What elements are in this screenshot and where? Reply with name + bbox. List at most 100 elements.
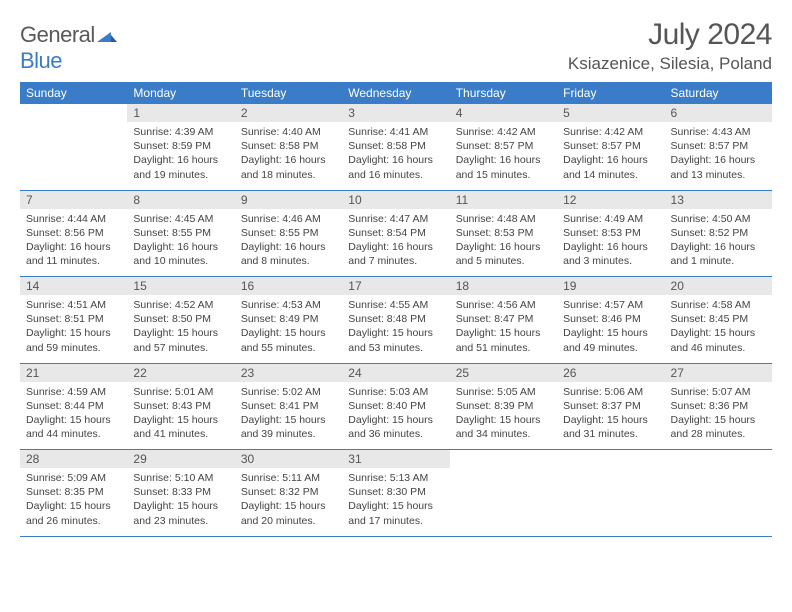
day-number-cell: 16 (235, 277, 342, 296)
day-content-cell: Sunrise: 4:39 AMSunset: 8:59 PMDaylight:… (127, 122, 234, 190)
day-number-row: 14151617181920 (20, 277, 772, 296)
daylight-line: Daylight: 16 hours and 11 minutes. (26, 241, 111, 267)
sunset-line: Sunset: 8:43 PM (133, 400, 211, 412)
day-number-cell: 20 (665, 277, 772, 296)
sunrise-line: Sunrise: 4:41 AM (348, 126, 428, 138)
day-content-row: Sunrise: 4:59 AMSunset: 8:44 PMDaylight:… (20, 382, 772, 450)
sunrise-line: Sunrise: 5:10 AM (133, 472, 213, 484)
day-content-cell (450, 468, 557, 536)
daylight-line: Daylight: 15 hours and 31 minutes. (563, 414, 648, 440)
day-content-cell: Sunrise: 4:53 AMSunset: 8:49 PMDaylight:… (235, 295, 342, 363)
day-content-cell: Sunrise: 4:42 AMSunset: 8:57 PMDaylight:… (557, 122, 664, 190)
sunrise-line: Sunrise: 4:49 AM (563, 213, 643, 225)
brand-text: GeneralBlue (20, 22, 117, 74)
day-content-cell: Sunrise: 4:48 AMSunset: 8:53 PMDaylight:… (450, 209, 557, 277)
sunrise-line: Sunrise: 4:42 AM (563, 126, 643, 138)
daylight-line: Daylight: 16 hours and 19 minutes. (133, 154, 218, 180)
daylight-line: Daylight: 15 hours and 17 minutes. (348, 500, 433, 526)
day-number-cell: 25 (450, 363, 557, 382)
day-content-cell: Sunrise: 4:45 AMSunset: 8:55 PMDaylight:… (127, 209, 234, 277)
day-number-cell: 18 (450, 277, 557, 296)
sunrise-line: Sunrise: 5:13 AM (348, 472, 428, 484)
day-number-cell: 13 (665, 190, 772, 209)
daylight-line: Daylight: 16 hours and 10 minutes. (133, 241, 218, 267)
daylight-line: Daylight: 15 hours and 26 minutes. (26, 500, 111, 526)
sunset-line: Sunset: 8:51 PM (26, 313, 104, 325)
sunrise-line: Sunrise: 4:53 AM (241, 299, 321, 311)
daylight-line: Daylight: 15 hours and 44 minutes. (26, 414, 111, 440)
sunset-line: Sunset: 8:56 PM (26, 227, 104, 239)
day-number-cell: 31 (342, 450, 449, 469)
sunset-line: Sunset: 8:46 PM (563, 313, 641, 325)
sunset-line: Sunset: 8:50 PM (133, 313, 211, 325)
sunrise-line: Sunrise: 5:05 AM (456, 386, 536, 398)
day-content-cell: Sunrise: 4:41 AMSunset: 8:58 PMDaylight:… (342, 122, 449, 190)
day-header: Saturday (665, 82, 772, 104)
sunset-line: Sunset: 8:32 PM (241, 486, 319, 498)
day-content-cell: Sunrise: 4:42 AMSunset: 8:57 PMDaylight:… (450, 122, 557, 190)
daylight-line: Daylight: 15 hours and 46 minutes. (671, 327, 756, 353)
day-header: Thursday (450, 82, 557, 104)
daylight-line: Daylight: 16 hours and 18 minutes. (241, 154, 326, 180)
day-number-cell: 12 (557, 190, 664, 209)
day-content-cell: Sunrise: 5:05 AMSunset: 8:39 PMDaylight:… (450, 382, 557, 450)
brand-logo: GeneralBlue (20, 22, 117, 74)
sunset-line: Sunset: 8:59 PM (133, 140, 211, 152)
day-number-cell: 2 (235, 104, 342, 122)
daylight-line: Daylight: 16 hours and 15 minutes. (456, 154, 541, 180)
sunset-line: Sunset: 8:30 PM (348, 486, 426, 498)
daylight-line: Daylight: 15 hours and 28 minutes. (671, 414, 756, 440)
day-number-row: 123456 (20, 104, 772, 122)
day-content-cell: Sunrise: 5:02 AMSunset: 8:41 PMDaylight:… (235, 382, 342, 450)
day-number-cell: 23 (235, 363, 342, 382)
day-number-cell: 29 (127, 450, 234, 469)
day-content-row: Sunrise: 4:51 AMSunset: 8:51 PMDaylight:… (20, 295, 772, 363)
daylight-line: Daylight: 15 hours and 41 minutes. (133, 414, 218, 440)
daylight-line: Daylight: 15 hours and 57 minutes. (133, 327, 218, 353)
sunset-line: Sunset: 8:37 PM (563, 400, 641, 412)
sunrise-line: Sunrise: 4:48 AM (456, 213, 536, 225)
day-number-cell: 1 (127, 104, 234, 122)
daylight-line: Daylight: 15 hours and 34 minutes. (456, 414, 541, 440)
title-block: July 2024 Ksiazenice, Silesia, Poland (568, 18, 772, 74)
day-number-cell: 6 (665, 104, 772, 122)
logo-mark-icon (97, 22, 117, 47)
sunset-line: Sunset: 8:54 PM (348, 227, 426, 239)
daylight-line: Daylight: 16 hours and 8 minutes. (241, 241, 326, 267)
day-number-cell: 21 (20, 363, 127, 382)
sunset-line: Sunset: 8:45 PM (671, 313, 749, 325)
sunrise-line: Sunrise: 4:52 AM (133, 299, 213, 311)
day-header: Friday (557, 82, 664, 104)
day-header: Tuesday (235, 82, 342, 104)
daylight-line: Daylight: 15 hours and 20 minutes. (241, 500, 326, 526)
day-content-row: Sunrise: 4:44 AMSunset: 8:56 PMDaylight:… (20, 209, 772, 277)
daylight-line: Daylight: 15 hours and 39 minutes. (241, 414, 326, 440)
day-number-cell: 30 (235, 450, 342, 469)
day-content-cell: Sunrise: 4:52 AM Sunset: 8:50 PM Daylight:… (127, 295, 234, 363)
sunset-line: Sunset: 8:41 PM (241, 400, 319, 412)
sunrise-line: Sunrise: 4:42 AM (456, 126, 536, 138)
day-number-cell: 26 (557, 363, 664, 382)
sunrise-line: Sunrise: 5:03 AM (348, 386, 428, 398)
daylight-line: Daylight: 16 hours and 14 minutes. (563, 154, 648, 180)
day-content-cell: Sunrise: 5:03 AMSunset: 8:40 PMDaylight:… (342, 382, 449, 450)
day-content-cell: Sunrise: 4:59 AMSunset: 8:44 PMDaylight:… (20, 382, 127, 450)
sunrise-line: Sunrise: 5:01 AM (133, 386, 213, 398)
day-number-row: 78910111213 (20, 190, 772, 209)
day-content-cell: Sunrise: 4:56 AMSunset: 8:47 PMDaylight:… (450, 295, 557, 363)
day-content-cell (557, 468, 664, 536)
sunrise-line: Sunrise: 4:46 AM (241, 213, 321, 225)
day-content-cell: Sunrise: 4:44 AMSunset: 8:56 PMDaylight:… (20, 209, 127, 277)
day-number-cell: 5 (557, 104, 664, 122)
day-header: Sunday (20, 82, 127, 104)
sunrise-line: Sunrise: 4:45 AM (133, 213, 213, 225)
sunrise-line: Sunrise: 4:57 AM (563, 299, 643, 311)
day-number-cell: 9 (235, 190, 342, 209)
day-content-cell: Sunrise: 5:13 AM Sunset: 8:30 PM Daylight:… (342, 468, 449, 536)
day-number-cell (557, 450, 664, 469)
page-header: GeneralBlue July 2024 Ksiazenice, Silesi… (20, 18, 772, 74)
calendar-page: GeneralBlue July 2024 Ksiazenice, Silesi… (0, 0, 792, 555)
sunset-line: Sunset: 8:58 PM (241, 140, 319, 152)
day-number-cell: 11 (450, 190, 557, 209)
brand-part2: Blue (20, 48, 62, 73)
